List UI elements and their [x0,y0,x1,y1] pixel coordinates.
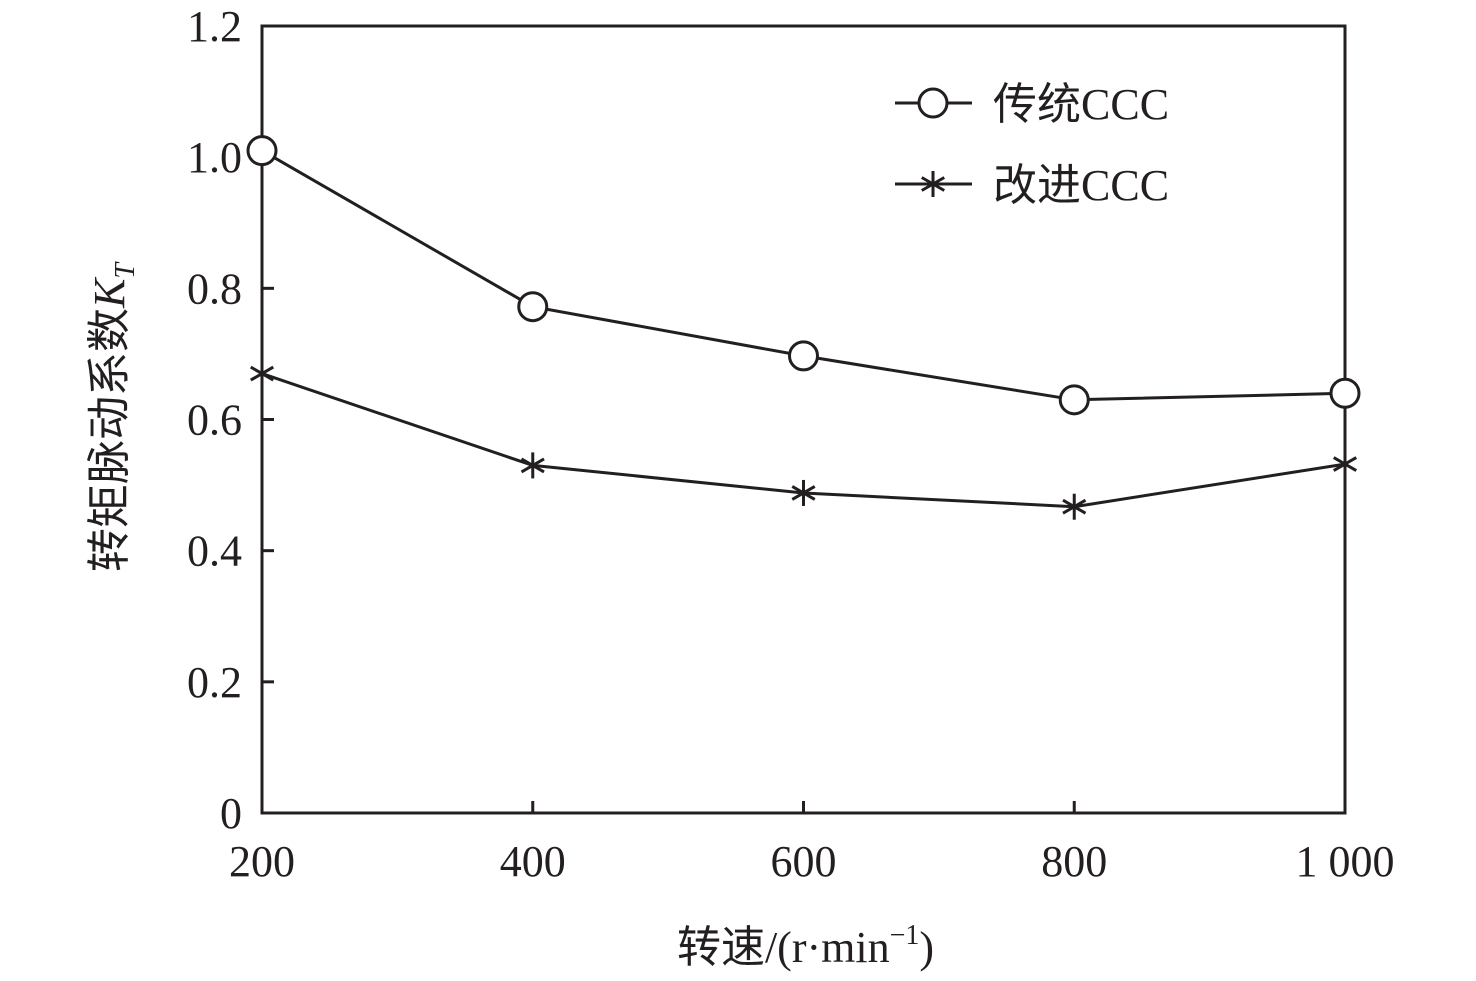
series-markers [246,135,1361,520]
x-axis-ticks: 200 400 600 800 1 000 [229,801,1395,886]
data-point-asterisk [791,479,816,506]
data-point-circle [517,291,549,323]
data-point-circle [1058,384,1090,416]
asterisk-stroke [520,457,545,474]
legend-marker-asterisk [920,171,946,197]
y-tick-label: 0.6 [187,396,242,445]
y-axis-title-subscript: T [110,261,141,279]
legend-label: 改进CCC [993,161,1169,210]
y-tick-label: 0 [220,789,242,838]
series-lines [261,149,1346,509]
y-tick-label: 0.2 [187,658,242,707]
x-tick-label: 800 [1041,837,1107,886]
y-axis-title-main: 转矩脉动系数 [85,308,134,572]
legend: 传统CCC 改进CCC [895,80,1169,210]
legend-marker-circle [917,87,949,119]
data-point-circle [246,135,278,167]
data-point-circle [788,340,819,372]
y-axis-title-variable: K [85,276,134,309]
x-axis-title: 转速/(r·min−1) [677,920,934,972]
x-tick-label: 400 [500,837,566,886]
data-point-asterisk [1062,493,1087,520]
asterisk-stroke [1332,456,1358,472]
asterisk-stroke [920,176,946,192]
data-point-asterisk [520,452,545,479]
y-tick-label: 0.4 [187,527,242,576]
data-point-asterisk [249,360,275,387]
asterisk-stroke [791,485,816,501]
asterisk-stroke [1062,498,1087,515]
y-axis-title: 转矩脉动系数KT [85,261,141,572]
x-axis-title-close: ) [919,923,934,972]
x-axis-title-superscript: −1 [890,920,920,951]
x-tick-label: 600 [771,837,837,886]
x-tick-label: 200 [229,837,295,886]
legend-label: 传统CCC [993,80,1169,129]
y-axis-ticks: 0 0.2 0.4 0.6 0.8 1.0 1.2 [187,2,274,838]
y-tick-label: 1.2 [187,2,242,51]
y-tick-label: 0.8 [187,264,242,313]
x-axis-title-main: 转速/(r·min [677,923,890,972]
asterisk-stroke [249,365,275,382]
plot-frame [260,24,1347,815]
y-tick-label: 1.0 [187,133,242,182]
x-tick-label: 1 000 [1296,837,1395,886]
data-point-circle [1329,377,1361,409]
data-point-asterisk [1332,451,1358,478]
